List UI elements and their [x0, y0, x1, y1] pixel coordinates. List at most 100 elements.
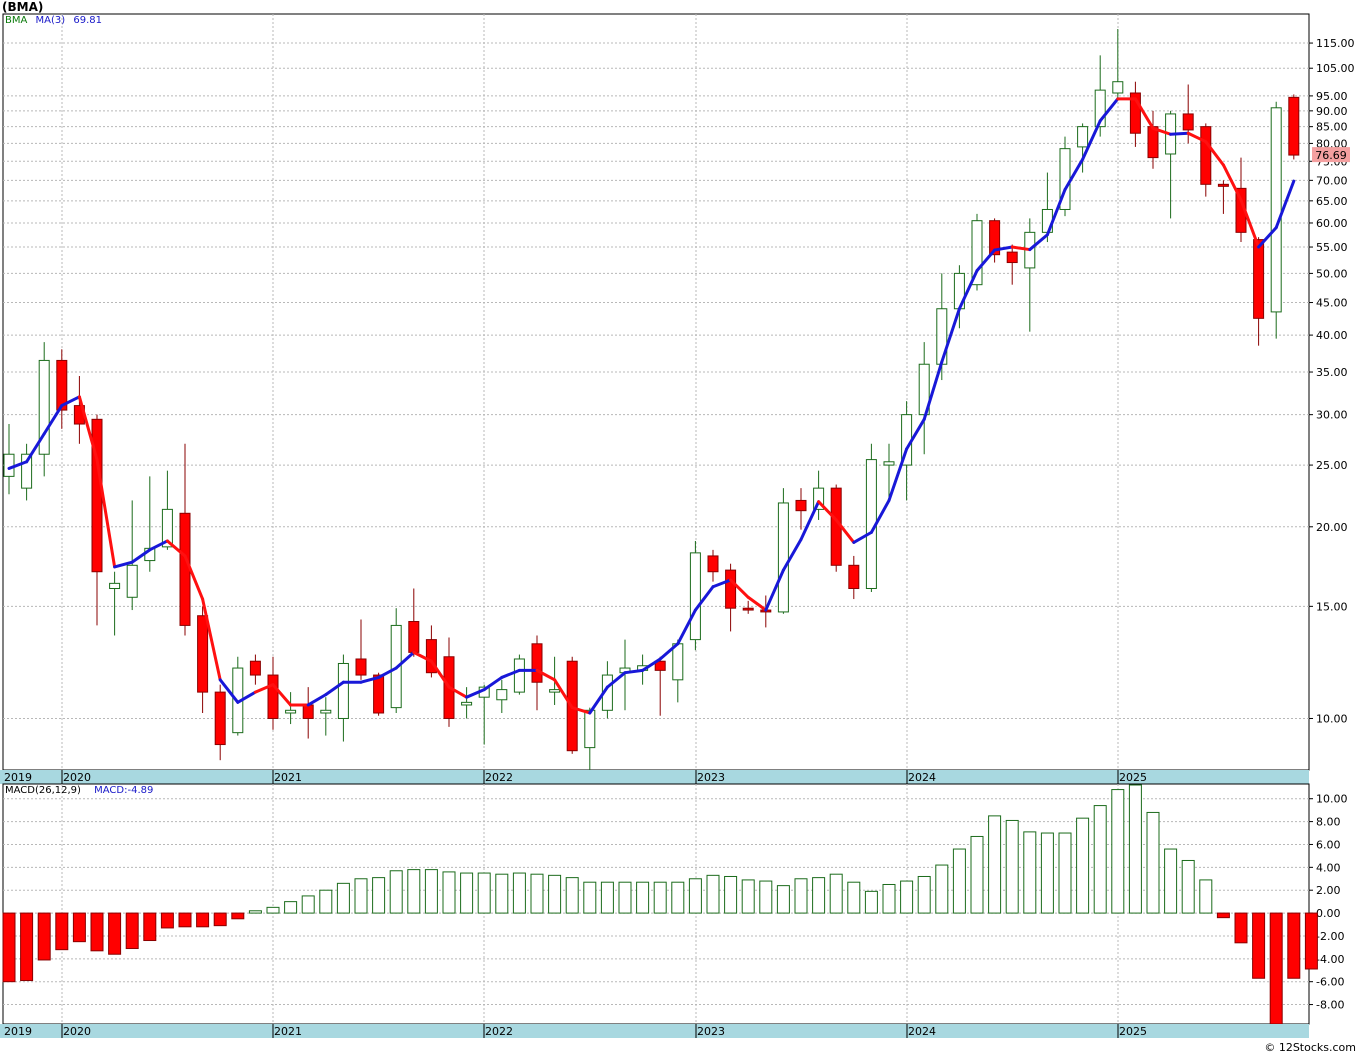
ma-segment [570, 706, 592, 715]
macd-bar-negative [213, 912, 227, 927]
candle-down [1217, 183, 1229, 187]
macd-tick-label: 8.00 [1316, 816, 1341, 829]
ma-segment [817, 500, 838, 522]
candle-up [496, 689, 508, 701]
macd-bar-positive [477, 872, 491, 914]
price-grid [3, 14, 1309, 770]
candle-down [1200, 126, 1212, 185]
macd-bar-negative [90, 912, 104, 952]
ma-segment [1045, 188, 1067, 237]
macd-bar-negative [196, 912, 210, 928]
price-tick-label: 70.00 [1316, 174, 1348, 187]
year-label: 2023 [697, 771, 725, 784]
macd-bar-positive [952, 848, 966, 914]
macd-bar-positive [460, 872, 474, 914]
price-tick-label: 30.00 [1316, 409, 1348, 422]
macd-tick-label: 6.00 [1316, 838, 1341, 851]
ma-segment [1133, 97, 1155, 130]
candle-down [373, 674, 385, 714]
ma-segment [130, 548, 152, 564]
ma-segment [711, 578, 733, 589]
macd-bar-positive [442, 871, 456, 914]
ma-segment [359, 675, 381, 684]
macd-bar-positive [1058, 832, 1072, 914]
macd-bar-positive [301, 895, 315, 914]
ma-segment [553, 678, 574, 710]
macd-bar-positive [618, 881, 632, 914]
macd-bar-positive [1164, 848, 1178, 914]
candle-down [742, 607, 754, 611]
macd-tick-label: -8.00 [1316, 999, 1344, 1012]
ma-segment [764, 568, 785, 612]
macd-bar-negative [1304, 912, 1318, 970]
candle-up [672, 643, 684, 681]
ma-segment [658, 642, 680, 661]
ma-segment [1204, 140, 1225, 167]
macd-bar-negative [108, 912, 122, 955]
ma-segment [1169, 131, 1190, 136]
price-tick-label: 85.00 [1316, 121, 1348, 134]
price-time-axis-strip [0, 770, 1309, 784]
candle-down [989, 220, 1001, 256]
ma-segment [535, 668, 557, 682]
ma-segment [271, 683, 293, 707]
year-label: 2020 [63, 1025, 91, 1038]
price-tick-label: 105.00 [1316, 62, 1355, 75]
ma-segment [1151, 126, 1173, 136]
ma-segment [887, 447, 909, 502]
macd-bar-positive [284, 901, 298, 914]
ma-segment [113, 560, 134, 569]
macd-bar-positive [600, 881, 614, 914]
candle-down [531, 643, 543, 683]
ma-segment [729, 578, 750, 599]
candle-down [1288, 96, 1300, 156]
macd-grid [3, 784, 1309, 1024]
ma-segment [905, 417, 926, 451]
ma-segment [183, 554, 205, 601]
ma-segment [852, 530, 873, 544]
ma-segment [236, 690, 257, 704]
macd-bar-positive [548, 874, 562, 914]
macd-y-axis: 10.00 8.00 6.00 4.00 2.00 0.00 -2.00 -4.00 -6.00… [1309, 793, 1348, 1012]
candle-down [302, 704, 314, 719]
price-tick-label: 40.00 [1316, 329, 1348, 342]
candle-down [355, 658, 367, 676]
ma-segment [641, 657, 662, 672]
ma-segment [201, 597, 222, 682]
macd-bar-negative [1287, 912, 1301, 979]
ma-segment [77, 395, 99, 462]
candle-down [249, 660, 261, 676]
price-tick-label: 35.00 [1316, 366, 1348, 379]
macd-bar-positive [706, 874, 720, 914]
candle-down [1147, 126, 1159, 159]
year-label: 2020 [63, 771, 91, 784]
ma-segment [922, 360, 944, 421]
macd-bar-negative [1269, 912, 1283, 1025]
macd-bar-positive [354, 878, 368, 914]
macd-tick-label: 4.00 [1316, 861, 1341, 874]
candle-up [126, 564, 138, 598]
candle-up [1094, 89, 1106, 128]
ma-segment [623, 668, 645, 675]
candle-down [408, 621, 420, 653]
ma-segment [95, 458, 117, 569]
chart-title: (BMA) [2, 0, 44, 14]
macd-tick-label: -4.00 [1316, 953, 1344, 966]
macd-bar-positive [1023, 831, 1037, 914]
candle-down [267, 674, 279, 719]
year-label: 2025 [1119, 771, 1147, 784]
credit-label: © 12Stocks.com [1264, 1041, 1356, 1054]
price-tick-label: 95.00 [1316, 90, 1348, 103]
candle-up [461, 701, 473, 706]
macd-bar-positive [1199, 879, 1213, 914]
price-time-axis: 2019 2020 2021 2022 2023 2024 2025 [0, 770, 1309, 784]
macd-bar-positive [583, 881, 597, 914]
macd-tick-label: 10.00 [1316, 793, 1348, 806]
macd-bar-positive [636, 881, 650, 914]
candle-up [38, 359, 50, 455]
macd-time-axis-strip [0, 1024, 1309, 1038]
last-price-tag-bg [1312, 147, 1350, 163]
candle-up [337, 662, 349, 719]
macd-time-axis: 2019 2020 2021 2022 2023 2024 2025 [0, 1024, 1309, 1038]
ma-segment [412, 650, 433, 663]
